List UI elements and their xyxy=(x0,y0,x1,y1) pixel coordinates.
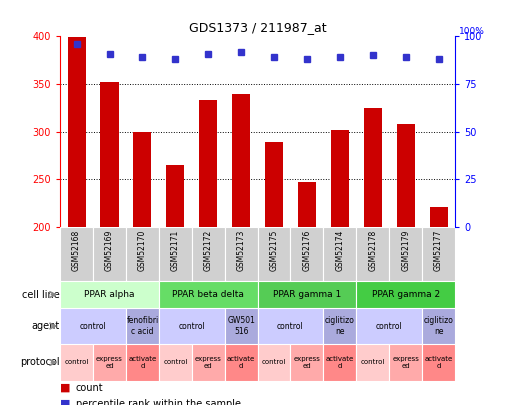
Text: cell line: cell line xyxy=(22,290,60,300)
Text: ■: ■ xyxy=(60,399,71,405)
FancyBboxPatch shape xyxy=(323,344,356,381)
Text: express
ed: express ed xyxy=(392,356,419,369)
Text: control: control xyxy=(178,322,205,330)
Bar xyxy=(133,132,152,227)
Bar xyxy=(166,165,185,227)
Text: control: control xyxy=(376,322,403,330)
FancyBboxPatch shape xyxy=(126,344,159,381)
Text: control: control xyxy=(64,360,89,365)
Bar xyxy=(100,82,119,227)
FancyBboxPatch shape xyxy=(257,227,290,281)
Text: GSM52173: GSM52173 xyxy=(236,230,246,271)
FancyBboxPatch shape xyxy=(159,344,192,381)
FancyBboxPatch shape xyxy=(159,308,225,344)
FancyBboxPatch shape xyxy=(93,227,126,281)
FancyBboxPatch shape xyxy=(192,227,225,281)
FancyBboxPatch shape xyxy=(356,344,389,381)
FancyBboxPatch shape xyxy=(225,344,257,381)
Text: GSM52169: GSM52169 xyxy=(105,230,114,271)
FancyBboxPatch shape xyxy=(159,281,257,308)
Bar xyxy=(363,108,382,227)
Text: fenofibri
c acid: fenofibri c acid xyxy=(126,316,158,336)
Text: GSM52178: GSM52178 xyxy=(368,230,377,271)
Bar xyxy=(67,37,86,227)
Text: control: control xyxy=(79,322,106,330)
FancyBboxPatch shape xyxy=(126,227,159,281)
Bar xyxy=(199,100,217,227)
Text: PPAR gamma 1: PPAR gamma 1 xyxy=(273,290,341,299)
Text: ciglitizo
ne: ciglitizo ne xyxy=(424,316,453,336)
FancyBboxPatch shape xyxy=(422,227,455,281)
Bar xyxy=(265,142,283,227)
FancyBboxPatch shape xyxy=(422,344,455,381)
Text: activate
d: activate d xyxy=(227,356,255,369)
FancyBboxPatch shape xyxy=(323,308,356,344)
Text: GSM52177: GSM52177 xyxy=(434,230,443,271)
Text: GSM52172: GSM52172 xyxy=(204,230,213,271)
Text: activate
d: activate d xyxy=(128,356,156,369)
Text: GSM52170: GSM52170 xyxy=(138,230,147,271)
Text: count: count xyxy=(76,383,104,393)
FancyBboxPatch shape xyxy=(126,308,159,344)
Text: PPAR gamma 2: PPAR gamma 2 xyxy=(371,290,440,299)
FancyBboxPatch shape xyxy=(93,344,126,381)
FancyBboxPatch shape xyxy=(389,344,422,381)
FancyBboxPatch shape xyxy=(60,281,159,308)
Text: control: control xyxy=(163,360,188,365)
Text: GSM52176: GSM52176 xyxy=(302,230,311,271)
FancyBboxPatch shape xyxy=(356,308,422,344)
Text: PPAR alpha: PPAR alpha xyxy=(84,290,135,299)
Text: GSM52171: GSM52171 xyxy=(171,230,180,271)
Text: percentile rank within the sample: percentile rank within the sample xyxy=(76,399,241,405)
Bar xyxy=(298,182,316,227)
Bar xyxy=(331,130,349,227)
FancyBboxPatch shape xyxy=(356,227,389,281)
Text: ■: ■ xyxy=(60,383,71,393)
FancyBboxPatch shape xyxy=(323,227,356,281)
FancyBboxPatch shape xyxy=(60,308,126,344)
FancyBboxPatch shape xyxy=(192,344,225,381)
Text: control: control xyxy=(262,360,286,365)
Text: control: control xyxy=(277,322,304,330)
FancyBboxPatch shape xyxy=(225,227,257,281)
Text: GSM52168: GSM52168 xyxy=(72,230,81,271)
Text: control: control xyxy=(360,360,385,365)
Text: PPAR beta delta: PPAR beta delta xyxy=(172,290,244,299)
Bar xyxy=(429,207,448,227)
Title: GDS1373 / 211987_at: GDS1373 / 211987_at xyxy=(189,21,326,34)
FancyBboxPatch shape xyxy=(356,281,455,308)
Text: agent: agent xyxy=(31,321,60,331)
FancyBboxPatch shape xyxy=(290,344,323,381)
Text: GSM52174: GSM52174 xyxy=(335,230,344,271)
Text: ciglitizo
ne: ciglitizo ne xyxy=(325,316,355,336)
Text: GW501
516: GW501 516 xyxy=(227,316,255,336)
FancyBboxPatch shape xyxy=(60,344,93,381)
FancyBboxPatch shape xyxy=(389,227,422,281)
Bar xyxy=(396,124,415,227)
Text: GSM52175: GSM52175 xyxy=(269,230,279,271)
FancyBboxPatch shape xyxy=(257,281,356,308)
Text: express
ed: express ed xyxy=(293,356,321,369)
Text: protocol: protocol xyxy=(20,358,60,367)
Text: activate
d: activate d xyxy=(326,356,354,369)
FancyBboxPatch shape xyxy=(290,227,323,281)
Bar xyxy=(232,94,250,227)
Text: express
ed: express ed xyxy=(195,356,222,369)
FancyBboxPatch shape xyxy=(225,308,257,344)
FancyBboxPatch shape xyxy=(60,227,93,281)
FancyBboxPatch shape xyxy=(422,308,455,344)
Text: express
ed: express ed xyxy=(96,356,123,369)
FancyBboxPatch shape xyxy=(257,308,323,344)
FancyBboxPatch shape xyxy=(159,227,192,281)
Text: 100%: 100% xyxy=(459,28,485,36)
Text: GSM52179: GSM52179 xyxy=(401,230,410,271)
Text: activate
d: activate d xyxy=(425,356,453,369)
FancyBboxPatch shape xyxy=(257,344,290,381)
